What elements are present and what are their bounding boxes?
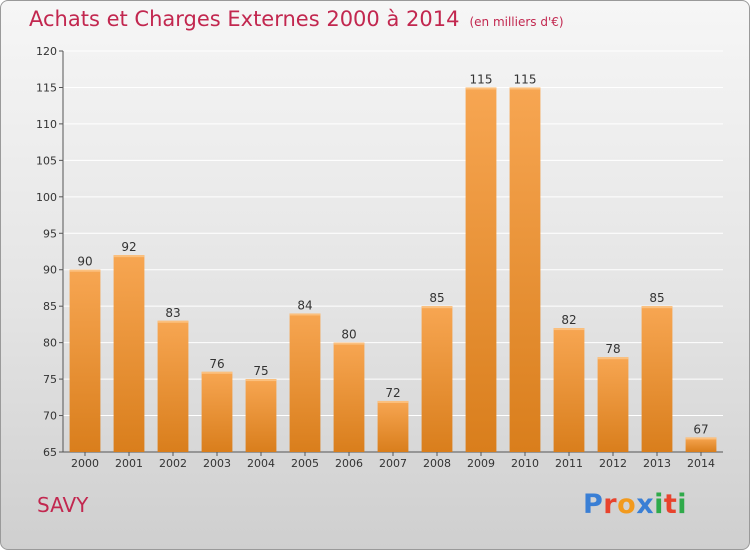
bar-highlight xyxy=(289,313,321,316)
x-tick-label: 2008 xyxy=(423,457,451,470)
x-tick-label: 2013 xyxy=(643,457,671,470)
data-label: 80 xyxy=(341,328,356,342)
data-label: 67 xyxy=(693,422,708,436)
logo-letter: o xyxy=(617,489,637,520)
data-label: 76 xyxy=(209,357,224,371)
y-tick-label: 110 xyxy=(36,118,57,131)
data-label: 85 xyxy=(649,291,664,305)
x-tick-label: 2006 xyxy=(335,457,363,470)
proxiti-logo: Proxiti xyxy=(583,489,687,520)
bar-2007 xyxy=(377,400,409,452)
logo-letter: r xyxy=(603,489,618,520)
bar-highlight xyxy=(465,87,497,90)
logo-letter: t xyxy=(663,489,678,520)
data-label: 78 xyxy=(605,342,620,356)
data-label: 115 xyxy=(514,72,537,86)
y-tick-label: 90 xyxy=(43,264,57,277)
x-tick-label: 2009 xyxy=(467,457,495,470)
data-label: 72 xyxy=(385,386,400,400)
y-tick-label: 115 xyxy=(36,81,57,94)
bar-highlight xyxy=(597,357,629,360)
bar-highlight xyxy=(685,437,717,440)
logo-letter: i xyxy=(654,489,664,520)
chart-title: Achats et Charges Externes 2000 à 2014 (e… xyxy=(29,7,564,31)
bar-2002 xyxy=(157,320,189,452)
bar-2006 xyxy=(333,342,365,452)
bar-2012 xyxy=(597,357,629,452)
x-tick-label: 2010 xyxy=(511,457,539,470)
bar-highlight xyxy=(201,371,233,374)
bar-2011 xyxy=(553,328,585,452)
bar-highlight xyxy=(157,320,189,323)
x-tick-label: 2007 xyxy=(379,457,407,470)
bar-2000 xyxy=(69,269,101,452)
y-tick-label: 120 xyxy=(36,45,57,58)
bar-2013 xyxy=(641,306,673,452)
y-tick-label: 95 xyxy=(43,227,57,240)
x-tick-label: 2005 xyxy=(291,457,319,470)
x-tick-label: 2001 xyxy=(115,457,143,470)
x-tick-label: 2004 xyxy=(247,457,275,470)
x-tick-label: 2002 xyxy=(159,457,187,470)
data-label: 82 xyxy=(561,313,576,327)
y-tick-label: 85 xyxy=(43,300,57,313)
bar-highlight xyxy=(377,400,409,403)
data-label: 115 xyxy=(470,72,493,86)
bar-highlight xyxy=(245,379,277,382)
chart-subtitle: (en milliers d'€) xyxy=(469,15,564,29)
data-label: 83 xyxy=(165,306,180,320)
bar-2001 xyxy=(113,255,145,452)
bar-2014 xyxy=(685,437,717,452)
x-tick-label: 2000 xyxy=(71,457,99,470)
bar-highlight xyxy=(509,87,541,90)
logo-letter: P xyxy=(583,489,604,520)
bar-highlight xyxy=(69,269,101,272)
x-tick-label: 2012 xyxy=(599,457,627,470)
bar-2005 xyxy=(289,313,321,452)
bar-2008 xyxy=(421,306,453,452)
y-tick-label: 75 xyxy=(43,373,57,386)
x-tick-label: 2014 xyxy=(687,457,715,470)
x-tick-label: 2011 xyxy=(555,457,583,470)
y-tick-label: 105 xyxy=(36,154,57,167)
bar-highlight xyxy=(333,342,365,345)
data-label: 92 xyxy=(121,240,136,254)
y-tick-label: 80 xyxy=(43,337,57,350)
data-label: 85 xyxy=(429,291,444,305)
y-tick-label: 65 xyxy=(43,446,57,459)
bar-highlight xyxy=(421,306,453,309)
bar-highlight xyxy=(641,306,673,309)
bar-2004 xyxy=(245,379,277,452)
bar-highlight xyxy=(113,255,145,258)
bar-2010 xyxy=(509,87,541,453)
x-tick-label: 2003 xyxy=(203,457,231,470)
bar-highlight xyxy=(553,328,585,331)
data-label: 90 xyxy=(77,255,92,269)
y-tick-label: 70 xyxy=(43,410,57,423)
logo-letter: i xyxy=(677,489,688,520)
bar-2003 xyxy=(201,371,233,452)
data-label: 75 xyxy=(253,364,268,378)
location-label: SAVY xyxy=(37,493,89,517)
data-label: 84 xyxy=(297,298,312,312)
y-tick-label: 100 xyxy=(36,191,57,204)
bar-2009 xyxy=(465,87,497,453)
logo-letter: x xyxy=(636,489,655,520)
